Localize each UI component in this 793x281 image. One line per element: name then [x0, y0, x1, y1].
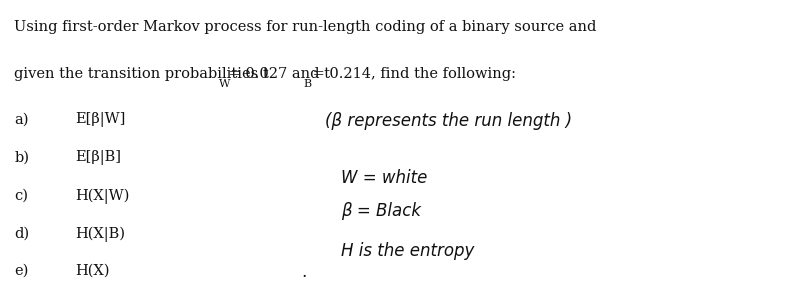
Text: E[β|B]: E[β|B]: [75, 150, 121, 165]
Text: .: .: [301, 264, 307, 281]
Text: W = white: W = white: [341, 169, 427, 187]
Text: = 0.214, find the following:: = 0.214, find the following:: [308, 67, 515, 81]
Text: B: B: [303, 79, 312, 89]
Text: H(X|W): H(X|W): [75, 188, 130, 204]
Text: e): e): [14, 264, 29, 278]
Text: d): d): [14, 226, 29, 240]
Text: (β represents the run length ): (β represents the run length ): [325, 112, 573, 130]
Text: b): b): [14, 150, 29, 164]
Text: H(X|B): H(X|B): [75, 226, 125, 242]
Text: c): c): [14, 188, 29, 202]
Text: Using first-order Markov process for run-length coding of a binary source and: Using first-order Markov process for run…: [14, 20, 596, 34]
Text: = 0.027 and t: = 0.027 and t: [224, 67, 330, 81]
Text: a): a): [14, 112, 29, 126]
Text: given the transition probabilities t: given the transition probabilities t: [14, 67, 269, 81]
Text: H is the entropy: H is the entropy: [341, 242, 474, 260]
Text: β = Black: β = Black: [341, 202, 421, 220]
Text: H(X): H(X): [75, 264, 110, 278]
Text: E[β|W]: E[β|W]: [75, 112, 126, 127]
Text: W: W: [219, 79, 231, 89]
